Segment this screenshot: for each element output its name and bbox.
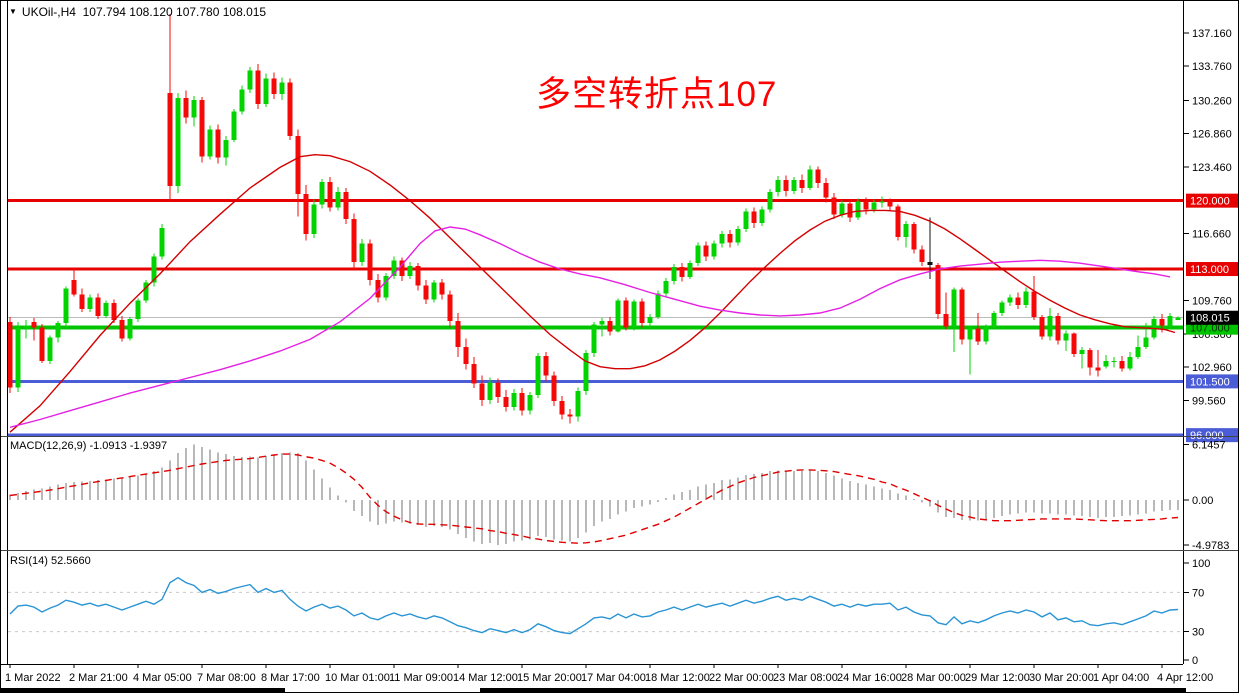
moving-average-magenta <box>9 226 1171 428</box>
svg-text:11 Mar 09:00: 11 Mar 09:00 <box>389 672 453 684</box>
svg-text:29 Mar 12:00: 29 Mar 12:00 <box>965 672 1030 684</box>
svg-text:28 Mar 00:00: 28 Mar 00:00 <box>901 672 966 684</box>
svg-text:116.660: 116.660 <box>1192 228 1231 240</box>
chart-title-text: UKOil-,H4 107.794 108.120 107.780 108.01… <box>21 5 267 19</box>
svg-text:70: 70 <box>1192 587 1204 599</box>
svg-text:30: 30 <box>1192 627 1204 639</box>
symbol-dropdown-arrow-icon[interactable]: ▼ <box>9 7 17 16</box>
svg-text:10 Mar 01:00: 10 Mar 01:00 <box>325 672 390 684</box>
svg-text:22 Mar 00:00: 22 Mar 00:00 <box>709 672 774 684</box>
time-scale[interactable]: 1 Mar 2022 2 Mar 21:00 4 Mar 05:00 7 Mar 08… <box>5 664 1213 684</box>
svg-text:107.000: 107.000 <box>1190 323 1230 335</box>
svg-text:1 Apr 04:00: 1 Apr 04:00 <box>1093 672 1149 684</box>
svg-text:123.460: 123.460 <box>1192 162 1232 174</box>
svg-text:101.500: 101.500 <box>1190 376 1230 388</box>
svg-text:8 Mar 17:00: 8 Mar 17:00 <box>261 672 320 684</box>
svg-text:120.000: 120.000 <box>1190 196 1230 208</box>
macd-indicator-label: MACD(12,26,9) -1.0913 -1.9397 <box>10 440 168 452</box>
rsi-line <box>9 576 1179 635</box>
svg-text:24 Mar 16:00: 24 Mar 16:00 <box>837 672 902 684</box>
svg-text:15 Mar 20:00: 15 Mar 20:00 <box>517 672 582 684</box>
moving-average-red <box>9 153 1176 433</box>
chart-title-bar: ▼ UKOil-,H4 107.794 108.120 107.780 108.0… <box>9 5 266 19</box>
svg-text:6.1457: 6.1457 <box>1192 440 1226 452</box>
svg-text:-4.9783: -4.9783 <box>1192 540 1229 552</box>
svg-text:4 Apr 12:00: 4 Apr 12:00 <box>1157 672 1213 684</box>
svg-text:113.000: 113.000 <box>1190 264 1229 276</box>
svg-text:4 Mar 05:00: 4 Mar 05:00 <box>133 672 192 684</box>
svg-text:137.160: 137.160 <box>1192 28 1232 40</box>
svg-text:99.560: 99.560 <box>1192 395 1226 407</box>
svg-text:126.860: 126.860 <box>1192 129 1232 141</box>
svg-text:1 Mar 2022: 1 Mar 2022 <box>5 672 61 684</box>
svg-text:0: 0 <box>1192 655 1198 667</box>
svg-text:17 Mar 04:00: 17 Mar 04:00 <box>581 672 646 684</box>
svg-text:102.960: 102.960 <box>1192 362 1232 374</box>
svg-text:130.260: 130.260 <box>1192 95 1232 107</box>
svg-text:30 Mar 20:00: 30 Mar 20:00 <box>1029 672 1094 684</box>
rsi-indicator-label: RSI(14) 52.5660 <box>10 555 91 567</box>
svg-text:18 Mar 12:00: 18 Mar 12:00 <box>645 672 710 684</box>
svg-text:108.015: 108.015 <box>1190 313 1230 325</box>
svg-text:0.00: 0.00 <box>1192 495 1213 507</box>
svg-text:14 Mar 12:00: 14 Mar 12:00 <box>453 672 518 684</box>
svg-text:109.760: 109.760 <box>1192 296 1232 308</box>
svg-text:2 Mar 21:00: 2 Mar 21:00 <box>69 672 128 684</box>
svg-text:23 Mar 08:00: 23 Mar 08:00 <box>773 672 838 684</box>
price-scale[interactable]: 137.160 133.760 130.260 126.860 123.460 116.6… <box>1184 28 1238 667</box>
svg-text:100: 100 <box>1192 558 1210 570</box>
svg-text:133.760: 133.760 <box>1192 61 1232 73</box>
svg-text:7 Mar 08:00: 7 Mar 08:00 <box>197 672 256 684</box>
macd-histogram <box>9 444 1179 545</box>
macd-signal-line <box>9 453 1179 544</box>
candlestick-series <box>8 14 1181 424</box>
annotation-label: 多空转折点107 <box>536 75 778 114</box>
